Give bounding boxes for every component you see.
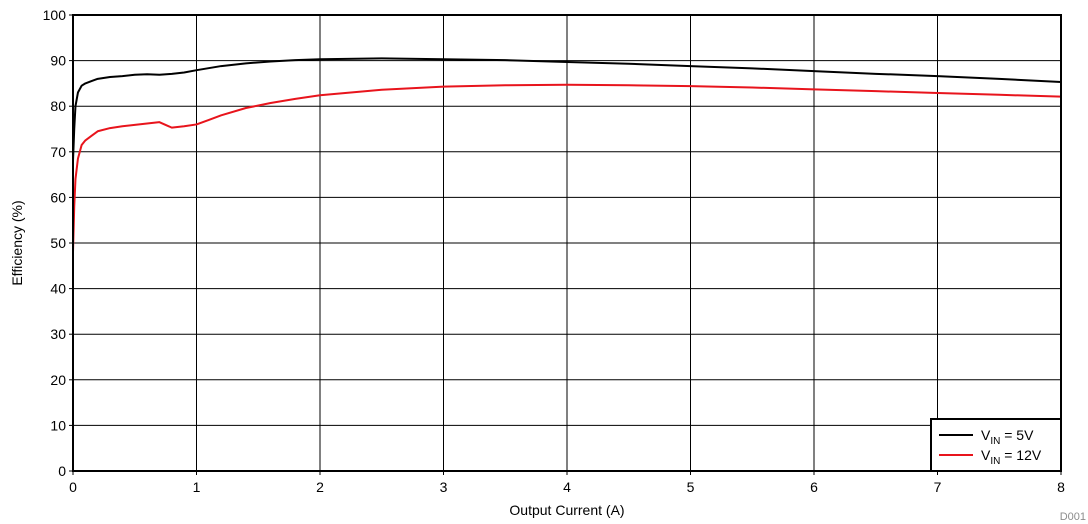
y-tick-label: 50 [50,235,66,251]
x-tick-label: 6 [810,479,818,495]
x-axis-title: Output Current (A) [509,502,624,518]
x-tick-label: 0 [69,479,77,495]
y-tick-label: 30 [50,326,66,342]
series-line-vin-12v [72,83,1062,254]
y-tick-label: 60 [50,189,66,205]
legend-label-subscript: IN [990,436,1000,447]
grid-lines [73,15,1061,471]
figure-id-footnote: D001 [1060,511,1086,523]
x-axis-ticks: 0 1 2 3 4 5 6 7 8 [69,471,1065,495]
legend-label-main: V [981,447,991,463]
legend-label-rest: = 12V [1000,447,1042,463]
legend-label: VIN = 5V [981,427,1034,447]
series-lines [72,57,1062,254]
y-axis-ticks: 0 10 20 30 40 50 60 70 80 90 100 [43,7,73,479]
x-tick-label: 4 [563,479,571,495]
y-tick-label: 90 [50,53,66,69]
y-tick-label: 0 [58,463,66,479]
legend-label-rest: = 5V [1000,427,1034,443]
y-tick-label: 10 [50,417,66,433]
series-line-vin-5v [72,57,1062,162]
y-tick-label: 100 [43,7,67,23]
y-tick-label: 20 [50,372,66,388]
y-tick-label: 80 [50,98,66,114]
x-tick-label: 7 [934,479,942,495]
x-tick-label: 3 [440,479,448,495]
x-tick-label: 1 [193,479,201,495]
x-tick-label: 5 [687,479,695,495]
y-tick-label: 40 [50,281,66,297]
x-tick-label: 8 [1057,479,1065,495]
legend-box [930,418,1062,472]
legend-label-main: V [981,427,991,443]
y-axis-title: Efficiency (%) [9,200,25,285]
x-tick-label: 2 [316,479,324,495]
legend-label-subscript: IN [990,456,1000,467]
legend-label: VIN = 12V [981,447,1042,467]
y-tick-label: 70 [50,144,66,160]
